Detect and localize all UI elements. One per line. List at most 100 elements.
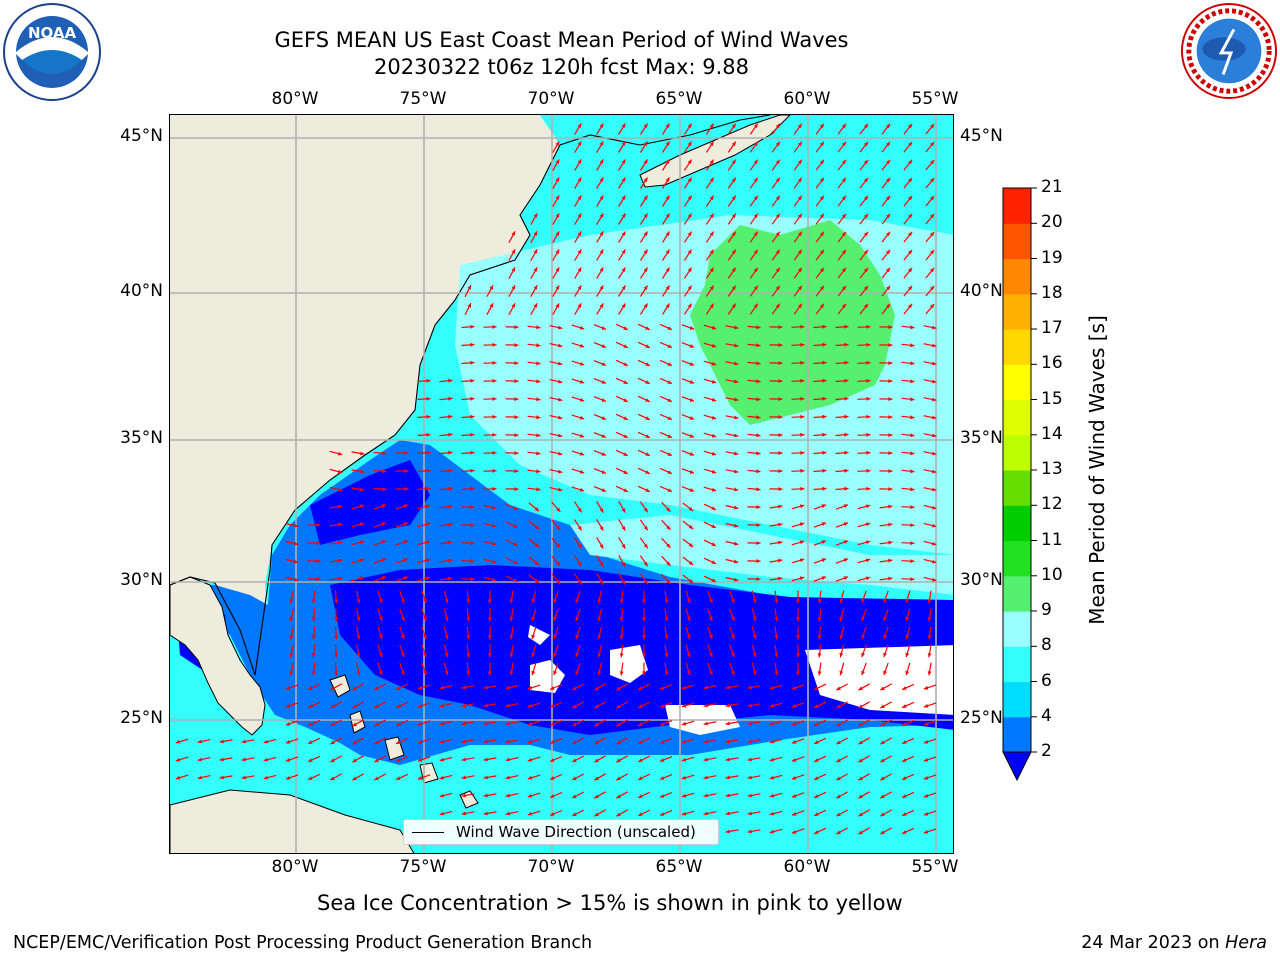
wave-direction-arrow bbox=[839, 662, 845, 676]
wave-direction-arrow bbox=[619, 590, 624, 604]
wave-direction-arrow bbox=[837, 249, 847, 261]
wave-direction-arrow bbox=[791, 360, 805, 365]
wave-direction-arrow bbox=[377, 590, 383, 604]
wave-direction-arrow bbox=[527, 792, 541, 798]
wave-direction-arrow bbox=[639, 555, 649, 567]
wave-direction-arrow bbox=[923, 397, 937, 402]
wave-direction-arrow bbox=[574, 195, 582, 207]
wave-direction-arrow bbox=[356, 590, 361, 604]
wave-direction-arrow bbox=[329, 486, 343, 492]
wave-direction-arrow bbox=[817, 662, 822, 676]
wave-direction-arrow bbox=[553, 590, 559, 604]
wave-direction-arrow bbox=[705, 303, 715, 315]
wave-direction-arrow bbox=[439, 738, 453, 744]
wave-direction-arrow bbox=[417, 450, 431, 455]
wave-direction-arrow bbox=[552, 195, 560, 207]
wave-direction-arrow bbox=[681, 810, 695, 816]
wave-direction-arrow bbox=[574, 177, 582, 189]
wave-direction-arrow bbox=[527, 810, 541, 816]
wave-direction-arrow bbox=[618, 213, 626, 225]
wave-direction-arrow bbox=[791, 468, 805, 473]
wave-direction-arrow bbox=[901, 683, 915, 691]
wave-direction-arrow bbox=[813, 522, 827, 528]
noaa-logo: NOAA bbox=[3, 3, 101, 101]
wave-direction-arrow bbox=[836, 701, 848, 709]
wave-direction-arrow bbox=[571, 737, 585, 745]
wave-direction-arrow bbox=[175, 774, 189, 780]
graticule bbox=[170, 115, 953, 853]
wave-direction-arrow bbox=[593, 468, 607, 474]
wave-direction-arrow bbox=[596, 249, 604, 261]
wave-direction-arrow bbox=[815, 123, 825, 135]
wave-direction-arrow bbox=[858, 827, 870, 835]
colorbar-tick-label: 10 bbox=[1041, 564, 1063, 585]
wave-direction-arrow bbox=[307, 559, 321, 563]
colorbar-segment bbox=[1003, 223, 1031, 260]
wave-direction-arrow bbox=[351, 504, 365, 510]
wave-direction-arrow bbox=[439, 702, 453, 708]
wave-direction-arrow bbox=[771, 141, 781, 153]
wave-direction-arrow bbox=[596, 141, 604, 153]
wave-direction-arrow bbox=[837, 159, 847, 171]
wave-direction-arrow bbox=[483, 433, 497, 437]
wave-direction-arrow bbox=[618, 231, 626, 243]
wave-direction-arrow bbox=[351, 576, 365, 582]
colorbar-segment bbox=[1003, 329, 1031, 365]
colorbar-tick-label: 8 bbox=[1041, 635, 1052, 656]
wave-direction-arrow bbox=[747, 577, 761, 581]
wave-direction-arrow bbox=[705, 213, 715, 225]
wave-direction-arrow bbox=[859, 141, 869, 153]
wave-direction-arrow bbox=[483, 757, 497, 762]
wave-direction-arrow bbox=[880, 683, 892, 691]
wave-direction-arrow bbox=[729, 590, 735, 604]
wave-direction-arrow bbox=[549, 737, 563, 745]
map-legend: Wind Wave Direction (unscaled) bbox=[403, 819, 719, 845]
wave-direction-arrow bbox=[879, 397, 893, 401]
colorbar-segment bbox=[1003, 399, 1031, 436]
wave-direction-arrow bbox=[729, 662, 735, 676]
wave-direction-arrow bbox=[549, 325, 563, 330]
wave-direction-arrow bbox=[793, 141, 803, 153]
wave-direction-arrow bbox=[659, 756, 673, 762]
wave-direction-arrow bbox=[615, 485, 629, 493]
wave-direction-arrow bbox=[461, 342, 475, 347]
wave-direction-arrow bbox=[508, 303, 516, 315]
wave-direction-arrow bbox=[487, 608, 492, 622]
wave-direction-arrow bbox=[901, 469, 915, 474]
wave-direction-arrow bbox=[639, 231, 649, 243]
wave-direction-arrow bbox=[685, 590, 691, 604]
wave-direction-arrow bbox=[531, 608, 537, 622]
wave-direction-arrow bbox=[857, 468, 871, 473]
wave-direction-arrow bbox=[836, 773, 848, 781]
wave-direction-arrow bbox=[461, 577, 475, 582]
wave-direction-arrow bbox=[813, 737, 827, 745]
wave-direction-arrow bbox=[725, 721, 739, 726]
wave-direction-arrow bbox=[703, 342, 717, 348]
wave-direction-arrow bbox=[749, 303, 759, 315]
wave-direction-arrow bbox=[285, 558, 299, 564]
wave-direction-arrow bbox=[659, 395, 673, 403]
wave-direction-arrow bbox=[352, 755, 364, 763]
colorbar-segment bbox=[1003, 505, 1031, 542]
wave-direction-arrow bbox=[880, 737, 892, 745]
wave-direction-arrow bbox=[483, 361, 497, 365]
wave-direction-arrow bbox=[664, 608, 669, 622]
wave-direction-arrow bbox=[707, 662, 713, 676]
wave-direction-arrow bbox=[549, 361, 563, 366]
wave-direction-arrow bbox=[637, 809, 651, 817]
wave-direction-arrow bbox=[747, 343, 761, 348]
wave-direction-arrow bbox=[751, 608, 757, 622]
wave-direction-arrow bbox=[639, 213, 649, 225]
wave-direction-arrow bbox=[725, 757, 739, 762]
wave-direction-arrow bbox=[725, 685, 739, 690]
wave-direction-arrow bbox=[505, 775, 519, 780]
wave-direction-arrow bbox=[815, 141, 825, 153]
wave-direction-arrow bbox=[527, 415, 541, 420]
wave-direction-arrow bbox=[815, 303, 825, 315]
wave-direction-arrow bbox=[727, 285, 737, 297]
wave-direction-arrow bbox=[859, 159, 869, 171]
wave-direction-arrow bbox=[417, 756, 431, 762]
wave-direction-arrow bbox=[575, 590, 581, 604]
wave-direction-arrow bbox=[903, 303, 913, 315]
wave-direction-arrow bbox=[682, 502, 694, 512]
